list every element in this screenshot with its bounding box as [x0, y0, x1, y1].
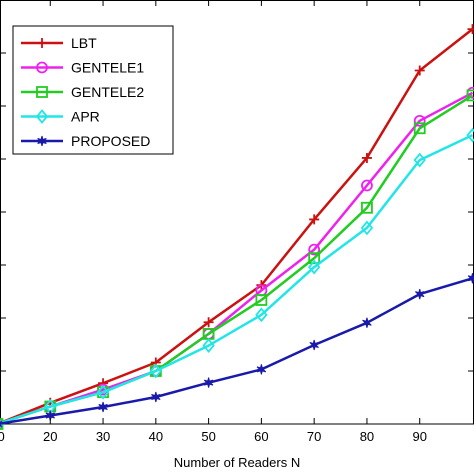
circle-marker	[413, 114, 426, 127]
x-axis: 10 20 30 40 50 60 70 80 90	[0, 0, 427, 444]
square-marker	[466, 89, 474, 102]
circle-marker	[308, 243, 321, 256]
x-tick-label: 50	[201, 429, 215, 444]
square-marker	[361, 201, 373, 214]
circle-marker	[361, 179, 373, 192]
star-marker	[0, 421, 3, 427]
diamond-marker	[360, 220, 374, 236]
legend-box	[12, 25, 174, 155]
square-marker	[308, 252, 321, 265]
legend-label: APR	[71, 109, 100, 125]
star-marker	[37, 135, 47, 147]
x-tick-label: 90	[412, 429, 426, 444]
diamond-marker	[466, 127, 474, 143]
x-tick-label: 10	[0, 429, 5, 444]
legend-label: PROPOSED	[71, 133, 150, 149]
star-marker	[309, 339, 319, 351]
square-marker	[36, 86, 48, 98]
star-marker	[362, 317, 372, 328]
plus-marker	[309, 214, 320, 225]
series-layer	[0, 24, 474, 430]
plus-marker	[467, 24, 474, 35]
legend-item: LBT	[21, 35, 97, 51]
plus-marker	[37, 38, 47, 48]
series-line	[0, 91, 474, 425]
legend-label: LBT	[71, 35, 97, 51]
diamond-marker	[149, 363, 163, 379]
diamond-marker	[35, 109, 49, 124]
legend-item: APR	[21, 109, 100, 125]
series-line	[0, 28, 474, 425]
circle-marker	[36, 61, 48, 74]
x-tick-label: 40	[149, 429, 163, 444]
diamond-marker	[96, 384, 110, 400]
star-marker	[467, 273, 474, 284]
plus-marker	[414, 65, 425, 76]
series-apr	[0, 127, 474, 429]
legend-item: GENTELE1	[21, 60, 144, 76]
legend-label: GENTELE1	[71, 60, 144, 76]
x-tick-label: 60	[254, 429, 268, 444]
x-tick-label: 30	[96, 429, 110, 444]
star-marker	[415, 289, 425, 300]
series-line	[0, 277, 473, 425]
series-proposed	[0, 273, 474, 427]
legend-item: PROPOSED	[21, 133, 150, 149]
diamond-marker	[413, 152, 426, 168]
square-marker	[255, 294, 268, 306]
star-marker	[256, 364, 267, 375]
legend-label: GENTELE2	[71, 84, 144, 100]
star-marker	[98, 401, 108, 413]
x-tick-label: 20	[43, 429, 57, 444]
star-marker	[151, 391, 161, 403]
x-axis-label: Number of Readers N	[174, 455, 300, 470]
diamond-marker	[202, 338, 215, 353]
star-marker	[203, 377, 214, 388]
legend: LBT GENTELE1 GENTELE2 APR PROPOSED	[12, 25, 174, 155]
diamond-marker	[307, 259, 321, 275]
plus-marker	[361, 152, 372, 163]
x-tick-label: 70	[307, 429, 321, 444]
square-marker	[413, 122, 426, 135]
plus-marker	[203, 317, 214, 328]
legend-item: GENTELE2	[21, 84, 144, 100]
diamond-marker	[255, 307, 268, 323]
series-line	[0, 133, 474, 425]
x-tick-label: 80	[360, 429, 374, 444]
